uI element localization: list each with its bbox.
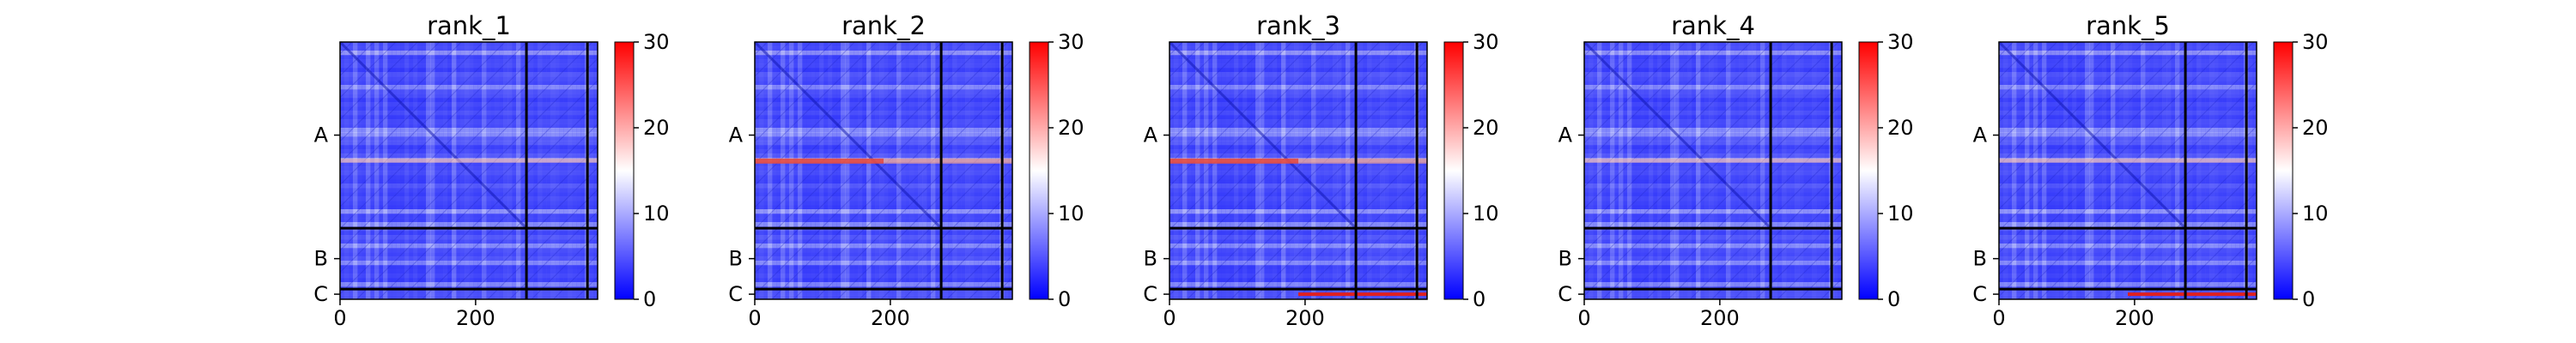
- colorbar-tick-label: 10: [1058, 202, 1084, 226]
- colorbar-tick-label: 20: [1473, 116, 1499, 140]
- heatmap-diagonal: [1997, 40, 2186, 229]
- axes-frame: [1583, 41, 1843, 300]
- colorbar-tick-label: 20: [1058, 116, 1084, 140]
- colorbar-tick-label: 20: [2302, 116, 2329, 140]
- axes-frame: [754, 41, 1013, 300]
- colorbar-tick-label: 30: [1473, 30, 1499, 54]
- colorbar-tick-label: 0: [2302, 287, 2315, 311]
- panel-title: rank_3: [1256, 11, 1340, 40]
- colorbar-tick-label: 20: [643, 116, 670, 140]
- hot-row-band: [755, 158, 884, 164]
- x-tick-label: 0: [333, 306, 346, 330]
- hot-bottom-band: [1298, 292, 1427, 297]
- colorbar-tick-label: 20: [1887, 116, 1914, 140]
- heatmap-diagonal: [1583, 40, 1771, 229]
- colorbar-tick-label: 30: [1058, 30, 1084, 54]
- panel-title: rank_1: [427, 11, 511, 40]
- colorbar-tick-label: 10: [1473, 202, 1499, 226]
- hot-row-band-tail: [1298, 158, 1427, 164]
- x-tick-label: 200: [1700, 306, 1740, 330]
- colorbar-tick-label: 0: [1058, 287, 1071, 311]
- colorbar: [2273, 41, 2293, 300]
- heatmap-diagonal: [753, 40, 942, 229]
- chain-label: B: [1973, 247, 1987, 271]
- warm-row-band: [340, 158, 598, 163]
- chain-label: C: [313, 282, 328, 306]
- colorbar-tick-label: 10: [1887, 202, 1914, 226]
- x-tick-label: 200: [871, 306, 910, 330]
- chain-label: B: [1144, 247, 1157, 271]
- panel-title: rank_4: [1671, 11, 1755, 40]
- x-tick-label: 200: [456, 306, 495, 330]
- colorbar: [614, 41, 635, 300]
- x-tick-label: 200: [2115, 306, 2154, 330]
- colorbar-tick-label: 30: [2302, 30, 2329, 54]
- chain-label: B: [1558, 247, 1572, 271]
- chain-label: A: [1558, 123, 1573, 147]
- x-tick-label: 200: [1285, 306, 1325, 330]
- colorbar-tick-label: 10: [2302, 202, 2329, 226]
- heatmap-diagonal: [1168, 40, 1357, 229]
- axes-frame: [339, 41, 598, 300]
- hot-row-band: [1170, 158, 1298, 164]
- chain-label: C: [728, 282, 743, 306]
- axes-frame: [1169, 41, 1428, 300]
- chain-label: C: [1143, 282, 1157, 306]
- hot-bottom-band: [2128, 292, 2257, 297]
- chain-label: A: [1973, 123, 1988, 147]
- x-tick-label: 0: [1577, 306, 1590, 330]
- x-tick-label: 0: [748, 306, 761, 330]
- x-tick-label: 0: [1163, 306, 1176, 330]
- hot-row-band-tail: [884, 158, 1012, 164]
- chain-label: A: [729, 123, 744, 147]
- colorbar-tick-label: 0: [643, 287, 656, 311]
- colorbar: [1029, 41, 1049, 300]
- colorbar-tick-label: 10: [643, 202, 670, 226]
- warm-row-band: [1999, 158, 2257, 163]
- colorbar-tick-label: 30: [643, 30, 670, 54]
- colorbar-tick-label: 0: [1473, 287, 1485, 311]
- chain-label: A: [314, 123, 329, 147]
- axes-frame: [1998, 41, 2257, 300]
- chain-label: A: [1144, 123, 1158, 147]
- chain-label: B: [314, 247, 328, 271]
- chain-label: C: [1558, 282, 1572, 306]
- panel-title: rank_5: [2086, 11, 2170, 40]
- heatmap-diagonal: [338, 40, 527, 229]
- chain-label: B: [729, 247, 743, 271]
- panel-title: rank_2: [841, 11, 926, 40]
- colorbar-tick-label: 0: [1887, 287, 1900, 311]
- colorbar-tick-label: 30: [1887, 30, 1914, 54]
- x-tick-label: 0: [1992, 306, 2005, 330]
- colorbar: [1443, 41, 1464, 300]
- colorbar: [1858, 41, 1879, 300]
- warm-row-band: [1584, 158, 1842, 163]
- chain-label: C: [1972, 282, 1987, 306]
